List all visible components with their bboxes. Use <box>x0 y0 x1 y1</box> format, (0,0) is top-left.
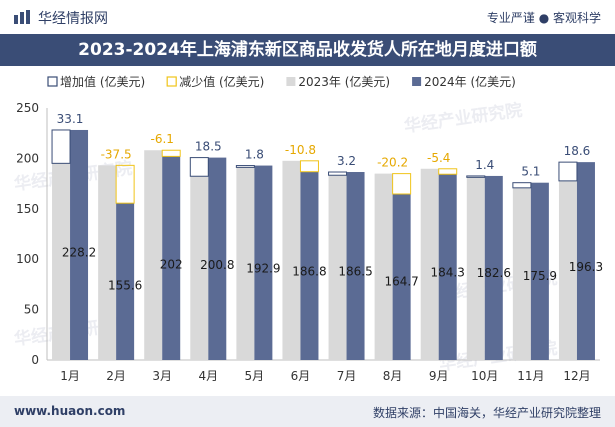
legend-swatch-3 <box>286 77 296 86</box>
bar-2024-2 <box>116 203 135 360</box>
change-label-12: 18.6 <box>564 144 591 158</box>
top-bar: 华经情报网 专业严谨 ● 客观科学 <box>0 0 615 34</box>
bar-2023-12 <box>558 180 577 360</box>
value-label-2024-3: 202 <box>160 257 183 271</box>
y-tick-label: 200 <box>16 151 39 165</box>
change-box-12 <box>558 161 578 182</box>
x-tick-label: 6月 <box>291 369 311 383</box>
legend-label-1: 增加值 (亿美元) <box>60 74 145 89</box>
bar-2023-9 <box>420 168 439 360</box>
bar-2023-4 <box>190 176 209 360</box>
bar-2024-12 <box>576 162 595 360</box>
change-label-11: 5.1 <box>521 165 540 179</box>
change-label-7: 3.2 <box>337 154 356 168</box>
x-tick-label: 9月 <box>429 369 449 383</box>
x-tick-label: 8月 <box>383 369 403 383</box>
change-box-10 <box>466 175 486 178</box>
change-box-11 <box>512 182 532 189</box>
change-label-1: 33.1 <box>57 112 84 126</box>
x-tick-label: 2月 <box>106 369 126 383</box>
value-label-2024-10: 182.6 <box>477 266 511 280</box>
bar-2024-3 <box>162 156 181 360</box>
legend-swatch-4 <box>412 77 422 86</box>
data-source: 数据来源：中国海关，华经产业研究院整理 <box>372 406 601 420</box>
change-box-8 <box>392 173 412 195</box>
y-tick-label: 250 <box>16 101 39 115</box>
bar-2023-3 <box>144 150 163 360</box>
legend-swatch-1 <box>47 76 58 87</box>
change-box-7 <box>328 171 348 176</box>
bar-2023-6 <box>282 160 301 360</box>
bar-2023-11 <box>512 187 531 360</box>
change-box-1 <box>51 129 71 164</box>
bar-2023-1 <box>52 163 71 360</box>
change-label-3: -6.1 <box>150 132 173 146</box>
change-label-5: 1.8 <box>245 148 264 162</box>
change-label-9: -5.4 <box>427 151 450 165</box>
value-label-2024-1: 228.2 <box>62 245 96 259</box>
x-tick-label: 1月 <box>60 369 80 383</box>
legend-swatch-2 <box>166 76 177 87</box>
bar-2023-5 <box>236 167 255 360</box>
x-tick-label: 11月 <box>517 369 544 383</box>
bar-2024-1 <box>70 129 89 360</box>
value-label-2024-7: 186.5 <box>338 264 372 278</box>
x-tick-label: 5月 <box>245 369 265 383</box>
change-label-2: -37.5 <box>101 147 132 161</box>
bar-2024-6 <box>300 171 319 360</box>
change-box-3 <box>161 149 181 157</box>
x-tick-label: 12月 <box>563 369 590 383</box>
change-label-6: -10.8 <box>285 143 316 157</box>
bar-2023-8 <box>374 173 393 360</box>
y-tick-label: 50 <box>24 303 39 317</box>
change-box-9 <box>438 168 458 175</box>
value-label-2024-4: 200.8 <box>200 258 234 272</box>
value-label-2024-11: 175.9 <box>523 269 557 283</box>
value-label-2024-12: 196.3 <box>569 260 603 274</box>
change-label-4: 18.5 <box>195 140 222 154</box>
bar-2023-10 <box>466 177 485 360</box>
watermark-text: 华经产业研究院 <box>403 100 524 137</box>
bar-2024-8 <box>392 193 411 360</box>
bar-2023-2 <box>98 165 117 360</box>
x-tick-label: 4月 <box>198 369 218 383</box>
y-tick-label: 150 <box>16 202 39 216</box>
x-tick-label: 3月 <box>152 369 172 383</box>
title-bar: 2023-2024年上海浦东新区商品收发货人所在地月度进口额 <box>0 34 615 66</box>
bar-2024-9 <box>438 174 457 360</box>
x-tick-label: 7月 <box>337 369 357 383</box>
value-label-2024-5: 192.9 <box>246 262 280 276</box>
bar-chart-logo-icon <box>14 10 30 24</box>
value-label-2024-6: 186.8 <box>292 264 326 278</box>
bar-2024-11 <box>530 182 549 360</box>
legend-label-4: 2024年 (亿美元) <box>424 74 516 89</box>
value-label-2024-9: 184.3 <box>431 265 465 279</box>
legend-label-2: 减少值 (亿美元) <box>179 74 264 89</box>
change-box-2 <box>115 164 135 204</box>
slogan: 专业严谨 ● 客观科学 <box>486 11 601 25</box>
change-box-4 <box>189 157 209 177</box>
brand-name: 华经情报网 <box>38 11 108 27</box>
change-box-6 <box>299 160 319 173</box>
x-tick-label: 10月 <box>471 369 498 383</box>
legend-label-3: 2023年 (亿美元) <box>298 74 390 89</box>
change-label-10: 1.4 <box>475 158 494 172</box>
value-label-2024-8: 164.7 <box>384 274 418 288</box>
chart: 华经产业研究院华经产业研究院华经产业研究院华经产业研究院华经产业研究院增加值 (… <box>13 74 603 383</box>
website-link[interactable]: www.huaon.com <box>14 404 126 418</box>
footer-bar: www.huaon.com 数据来源：中国海关，华经产业研究院整理 <box>0 396 615 427</box>
y-tick-label: 0 <box>31 353 39 367</box>
bar-2024-5 <box>254 165 273 360</box>
change-label-8: -20.2 <box>377 156 408 170</box>
value-label-2024-2: 155.6 <box>108 278 142 292</box>
y-tick-label: 100 <box>16 252 39 266</box>
bar-2023-7 <box>328 175 347 360</box>
change-box-5 <box>235 165 255 168</box>
bar-2024-10 <box>484 175 503 360</box>
bar-2024-4 <box>208 157 227 360</box>
chart-title: 2023-2024年上海浦东新区商品收发货人所在地月度进口额 <box>78 40 537 60</box>
bar-2024-7 <box>346 172 365 360</box>
